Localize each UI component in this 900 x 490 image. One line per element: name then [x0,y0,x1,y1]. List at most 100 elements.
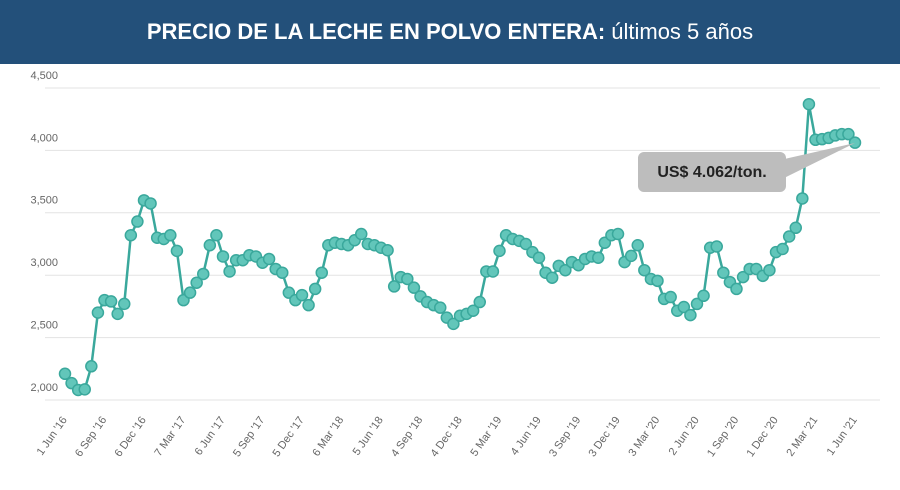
data-point [684,308,697,322]
x-tick-label: 7 Mar '17 [152,415,188,459]
x-tick-label: 3 Dec '19 [587,415,623,460]
x-tick-label: 6 Mar '18 [310,415,346,459]
x-tick-label: 6 Sep '16 [73,415,109,460]
annotation: US$ 4.062/ton. [638,143,855,192]
x-tick-label: 2 Jun '20 [667,415,702,458]
data-point [486,265,500,278]
y-tick-label: 2,500 [30,320,58,332]
chart-title: PRECIO DE LA LECHE EN POLVO ENTERA: [147,19,605,44]
data-line [63,103,856,392]
data-point [710,240,723,253]
y-tick-label: 4,500 [30,70,58,82]
data-point [124,229,138,242]
x-tick-label: 6 Jun '17 [193,415,228,458]
data-point [651,274,664,288]
data-point [170,244,184,258]
data-point [717,266,730,279]
x-tick-label: 4 Jun '19 [509,415,544,458]
data-point [104,295,118,308]
data-point [447,317,460,331]
y-tick-label: 3,500 [30,195,58,207]
data-point [387,280,401,293]
x-tick-label: 5 Mar '19 [468,415,504,459]
data-point [118,297,131,311]
x-tick-label: 1 Jun '16 [35,415,70,458]
data-point [276,266,289,279]
x-tick-label: 3 Mar '20 [626,415,662,459]
data-point [381,243,394,257]
data-point [401,272,414,286]
x-tick-label: 3 Sep '19 [547,415,583,460]
data-point [730,282,743,296]
y-tick-label: 4,000 [30,132,58,144]
data-point [624,249,638,263]
data-point [302,298,315,312]
data-point [559,263,572,277]
data-point [203,238,217,252]
data-point [210,229,223,242]
data-point [190,276,203,289]
data-point [789,221,802,235]
data-point [638,263,651,277]
data-point [690,297,704,311]
annotation-pointer [780,143,855,180]
annotation-box [638,152,786,192]
x-tick-label: 4 Dec '18 [429,415,465,460]
data-point [262,252,276,266]
data-point [223,265,236,278]
data-point [355,227,368,241]
data-point [183,286,197,299]
data-point [78,383,91,396]
data-point [677,300,691,314]
data-point [631,238,644,252]
x-tick-label: 4 Sep '18 [389,415,425,460]
header-band [0,0,900,64]
data-point [216,250,230,263]
data-point [664,290,677,304]
data-point [58,367,72,381]
data-point [802,97,816,111]
data-point [295,288,309,302]
data-point [407,281,421,294]
data-point [493,244,506,258]
data-point [473,295,486,309]
data-point [131,215,144,228]
annotation-text: US$ 4.062/ton. [657,164,766,181]
data-point [763,263,776,277]
y-tick-label: 3,000 [30,257,58,269]
data-point [736,270,750,284]
data-point [91,306,105,319]
y-tick-label: 2,000 [30,382,58,394]
x-tick-label: 1 Sep '20 [705,415,741,460]
data-point [308,282,322,296]
data-point [697,289,710,303]
x-tick-label: 5 Jun '18 [351,415,386,458]
data-point [611,227,625,241]
data-point [144,197,157,210]
data-point [545,271,559,284]
chart-subtitle: últimos 5 años [611,19,753,44]
data-point [197,267,210,281]
data-point [434,301,447,314]
data-point [111,307,124,321]
data-point [532,251,546,264]
x-tick-label: 5 Sep '17 [231,415,267,460]
x-tick-label: 6 Dec '16 [113,415,149,460]
data-point [848,136,862,149]
chart-heading: PRECIO DE LA LECHE EN POLVO ENTERA: últim… [147,19,753,44]
data-point [85,360,98,373]
x-tick-label: 1 Jun '21 [825,415,860,458]
data-point [842,127,855,141]
x-tick-label: 1 Dec '20 [745,415,781,460]
data-point [315,266,328,279]
x-tick-label: 2 Mar '21 [784,415,820,459]
data-point [592,251,605,264]
data-point [164,229,177,242]
data-point [776,242,789,256]
data-point [796,192,809,205]
data-point [519,237,533,251]
data-point [782,230,796,243]
